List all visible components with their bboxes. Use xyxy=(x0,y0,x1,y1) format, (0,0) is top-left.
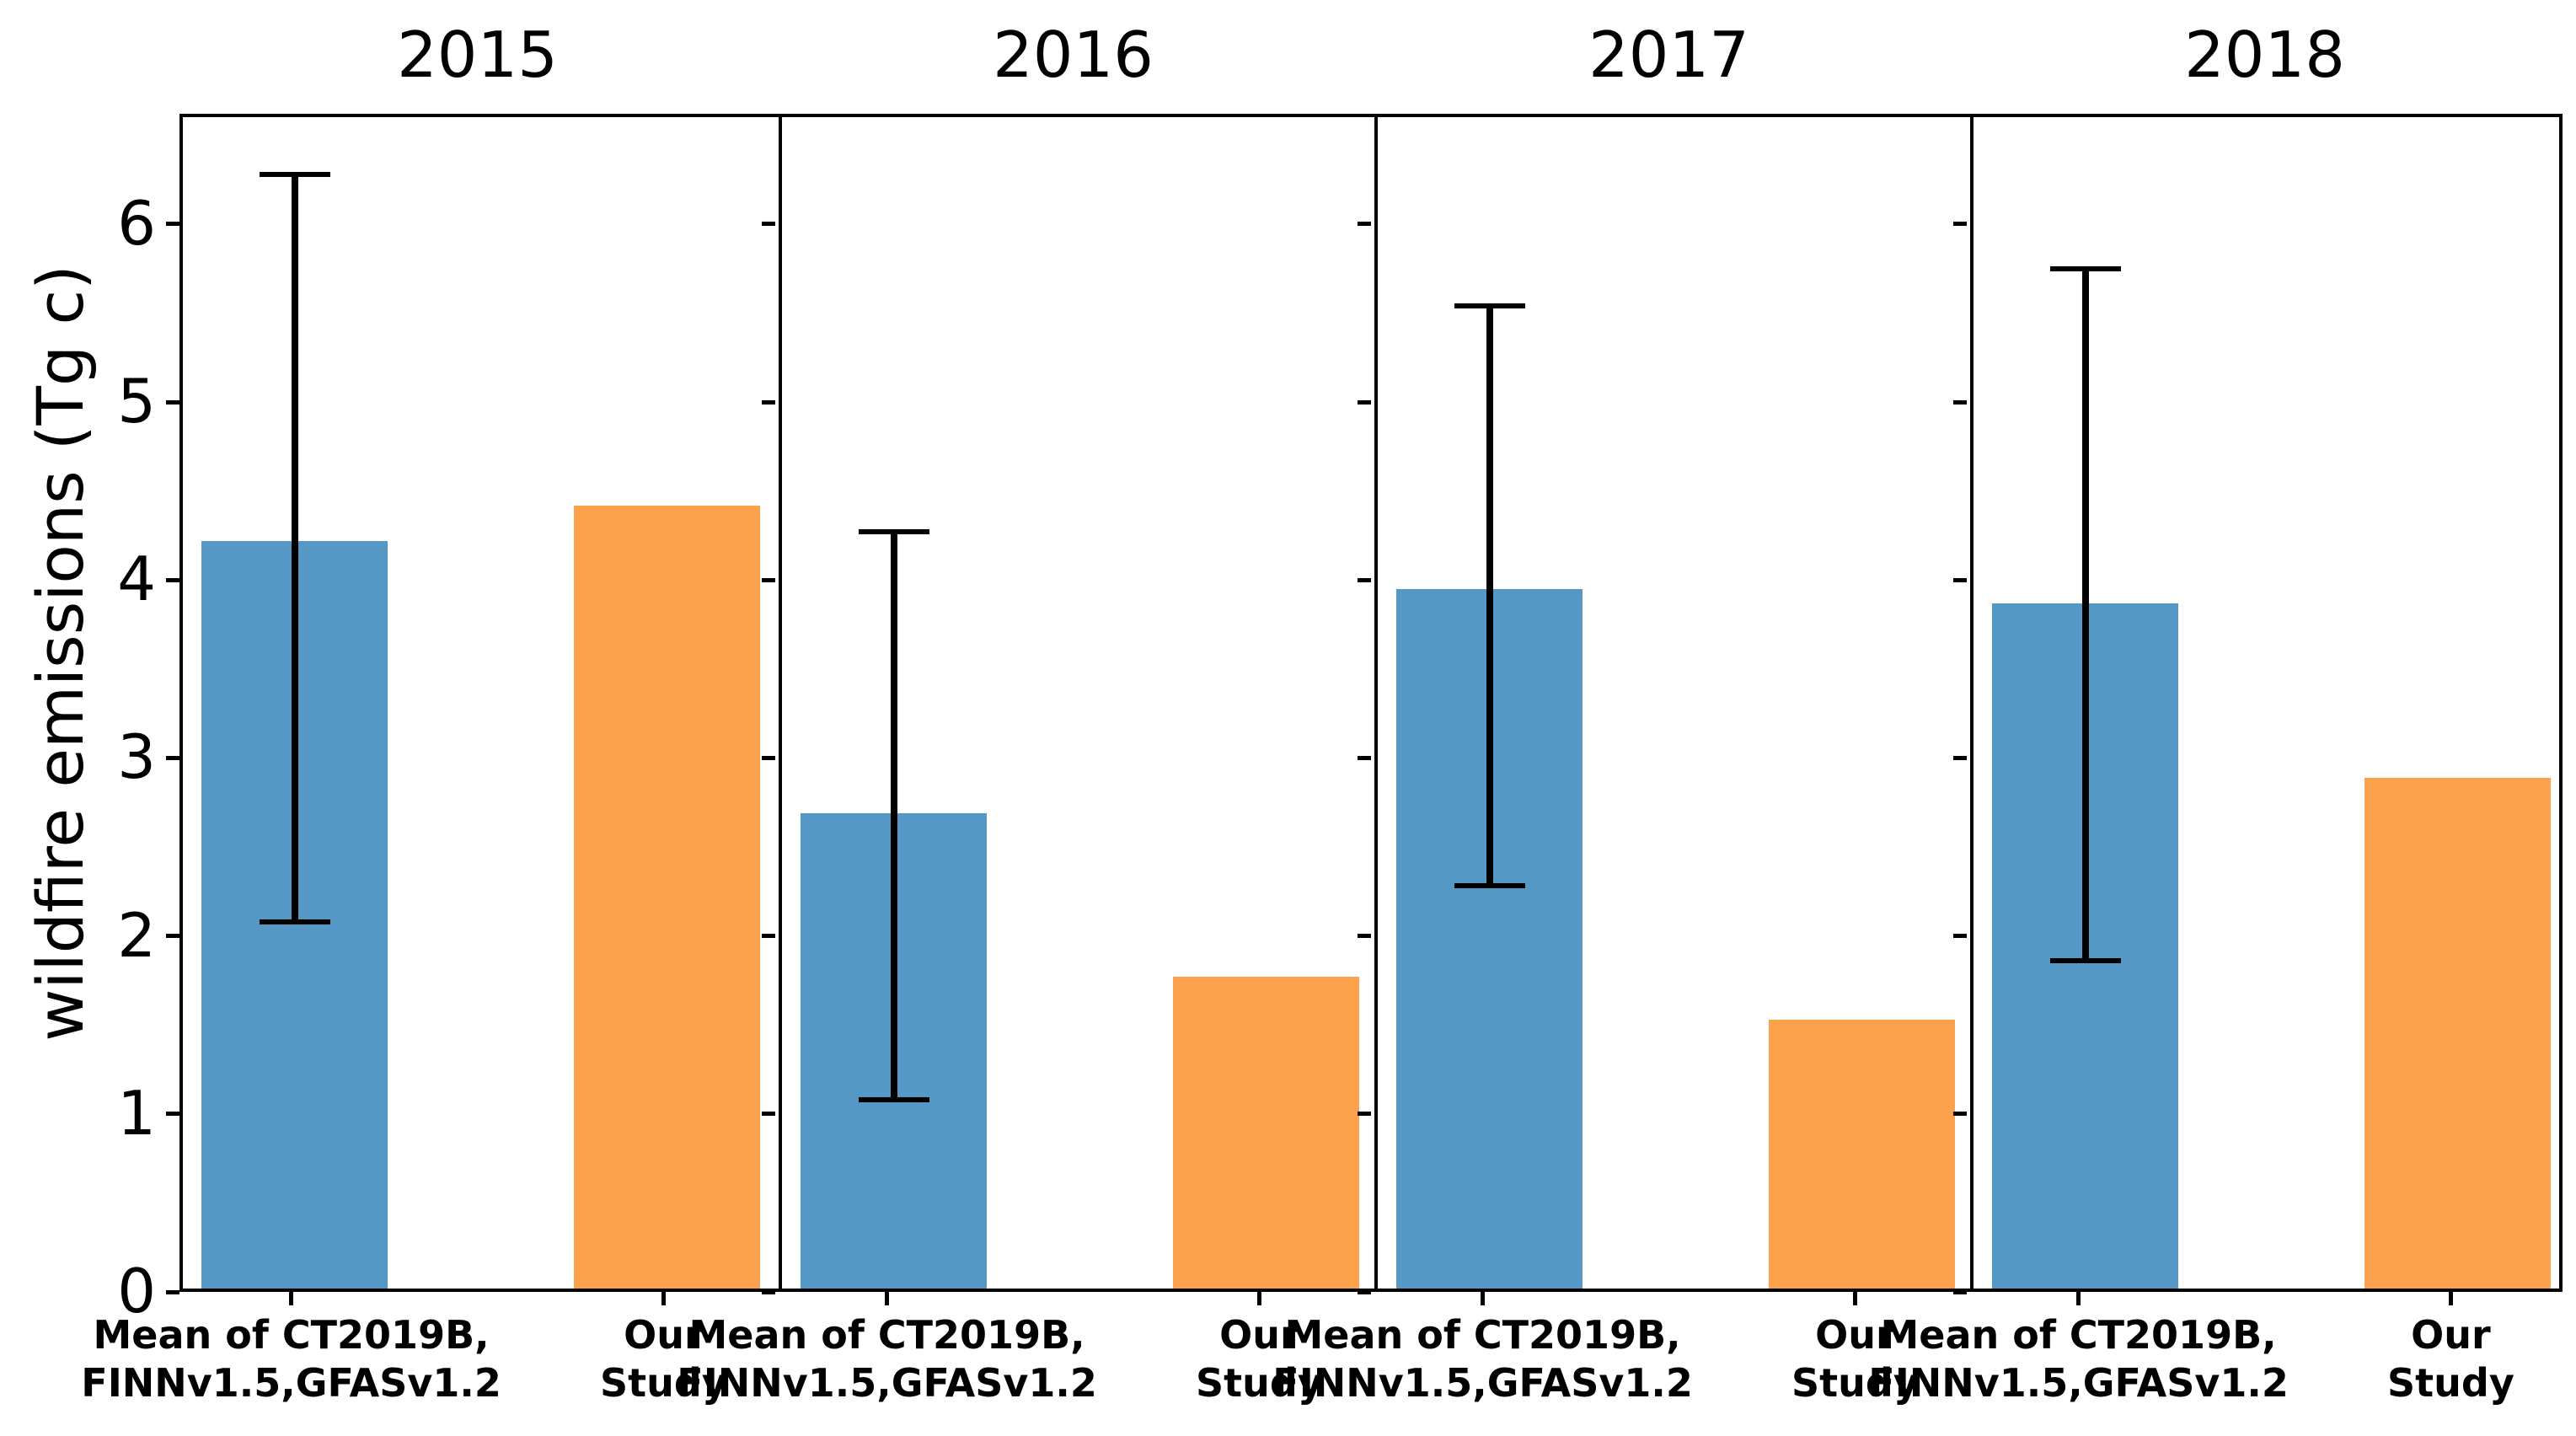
y-tick xyxy=(762,1112,775,1117)
x-tick xyxy=(289,1292,294,1305)
x-label-our-study-line: Study xyxy=(2387,1360,2514,1406)
error-bar xyxy=(2081,268,2089,961)
x-tick xyxy=(661,1292,666,1305)
panel-2015 xyxy=(183,117,779,1289)
y-tick xyxy=(762,1289,775,1294)
x-label-mean-ensemble: Mean of CT2019B, FINNv1.5,GFASv1.2 xyxy=(508,1311,1267,1407)
x-tick xyxy=(2448,1292,2453,1305)
y-tick xyxy=(166,1112,179,1117)
y-tick xyxy=(762,577,775,582)
x-label-mean-ensemble: Mean of CT2019B, FINNv1.5,GFASv1.2 xyxy=(0,1311,671,1407)
x-label-our-study-line: Our xyxy=(624,1312,704,1358)
x-tick xyxy=(1256,1292,1261,1305)
error-bar-cap-bottom xyxy=(2049,957,2121,963)
y-tick xyxy=(1953,577,1967,582)
bar-our-study xyxy=(1172,977,1359,1289)
error-bar-cap-top xyxy=(259,171,330,177)
x-tick xyxy=(1481,1292,1486,1305)
x-tick xyxy=(1852,1292,1857,1305)
error-bar xyxy=(291,174,298,922)
bar-our-study xyxy=(1768,1020,1955,1289)
y-tick xyxy=(1953,934,1967,939)
y-tick xyxy=(1358,1112,1371,1117)
x-label-mean-ensemble-line: FINNv1.5,GFASv1.2 xyxy=(81,1360,501,1406)
x-label-mean-ensemble-line: FINNv1.5,GFASv1.2 xyxy=(677,1360,1097,1406)
error-bar-cap-bottom xyxy=(1454,883,1525,889)
x-label-our-study: Our Study xyxy=(284,1311,1042,1407)
y-tick xyxy=(762,755,775,760)
bar-our-study xyxy=(573,505,760,1289)
y-tick xyxy=(166,755,179,760)
y-tick xyxy=(1358,755,1371,760)
x-label-mean-ensemble-line: FINNv1.5,GFASv1.2 xyxy=(1868,1360,2289,1406)
panel-2016 xyxy=(779,117,1374,1289)
x-tick xyxy=(885,1292,890,1305)
x-label-mean-ensemble: Mean of CT2019B, FINNv1.5,GFASv1.2 xyxy=(1700,1311,2458,1407)
error-bar-cap-bottom xyxy=(259,919,330,924)
y-tick xyxy=(1953,755,1967,760)
x-label-our-study-line: Study xyxy=(600,1360,727,1406)
y-tick xyxy=(1358,399,1371,405)
x-label-mean-ensemble: Mean of CT2019B, FINNv1.5,GFASv1.2 xyxy=(1104,1311,1862,1407)
error-bar-cap-top xyxy=(1454,303,1525,308)
error-bar-cap-top xyxy=(2049,265,2121,271)
panel-2018 xyxy=(1970,117,2566,1289)
y-tick xyxy=(1953,1112,1967,1117)
y-tick-label: 0 xyxy=(117,1256,156,1326)
x-label-mean-ensemble-line: FINNv1.5,GFASv1.2 xyxy=(1272,1360,1693,1406)
y-tick-label: 3 xyxy=(117,721,156,793)
x-label-our-study-line: Our xyxy=(1815,1312,1895,1358)
y-tick-label: 6 xyxy=(117,187,156,259)
y-tick xyxy=(762,399,775,405)
panel-2017 xyxy=(1374,117,1970,1289)
x-label-our-study: Our Study xyxy=(2071,1311,2576,1407)
panel-title: 2015 xyxy=(397,18,558,92)
y-tick xyxy=(1358,1289,1371,1294)
y-tick xyxy=(166,222,179,227)
error-bar-cap-bottom xyxy=(858,1096,929,1102)
y-tick xyxy=(762,222,775,227)
panel-title: 2016 xyxy=(993,18,1154,92)
x-label-our-study-line: Study xyxy=(1196,1360,1323,1406)
y-tick xyxy=(1953,1289,1967,1294)
x-label-mean-ensemble-line: Mean of CT2019B, xyxy=(93,1312,490,1358)
panel-title: 2017 xyxy=(1588,18,1749,92)
y-tick xyxy=(1953,399,1967,405)
y-tick xyxy=(1953,222,1967,227)
y-tick xyxy=(1358,222,1371,227)
y-tick xyxy=(1358,577,1371,582)
y-tick xyxy=(166,399,179,405)
y-tick xyxy=(166,1289,179,1294)
x-label-our-study-line: Our xyxy=(2411,1312,2491,1358)
y-tick-label: 1 xyxy=(117,1077,156,1149)
x-label-mean-ensemble-line: Mean of CT2019B, xyxy=(1880,1312,2277,1358)
y-tick-label: 2 xyxy=(117,899,156,971)
x-label-mean-ensemble-line: Mean of CT2019B, xyxy=(688,1312,1085,1358)
x-label-our-study: Our Study xyxy=(880,1311,1638,1407)
panel-title: 2018 xyxy=(2184,18,2345,92)
plot-area xyxy=(179,114,2563,1292)
x-tick xyxy=(2076,1292,2081,1305)
error-bar-cap-top xyxy=(858,529,929,535)
y-tick xyxy=(1358,934,1371,939)
error-bar xyxy=(1486,305,1493,887)
x-label-our-study-line: Study xyxy=(1791,1360,1919,1406)
x-label-mean-ensemble-line: Mean of CT2019B, xyxy=(1284,1312,1681,1358)
y-tick-label: 4 xyxy=(117,544,156,615)
error-bar xyxy=(890,532,897,1100)
y-tick xyxy=(166,577,179,582)
y-tick xyxy=(762,934,775,939)
x-label-our-study-line: Our xyxy=(1219,1312,1299,1358)
y-tick-label: 5 xyxy=(117,366,156,437)
x-label-our-study: Our Study xyxy=(1475,1311,2234,1407)
y-tick xyxy=(166,934,179,939)
bar-our-study xyxy=(2364,777,2551,1289)
